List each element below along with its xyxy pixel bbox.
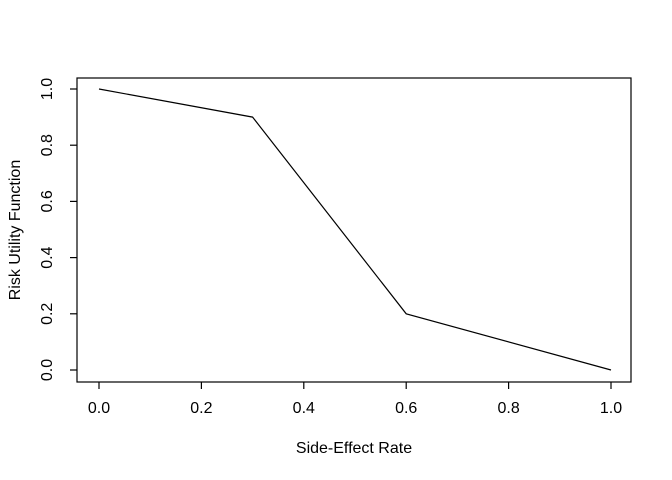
x-tick-label: 1.0 bbox=[600, 400, 622, 417]
x-tick-label: 0.6 bbox=[395, 400, 417, 417]
y-tick-label: 0.2 bbox=[39, 303, 56, 325]
plot-box bbox=[76, 77, 632, 383]
y-tick-label: 1.0 bbox=[39, 78, 56, 100]
data-line bbox=[98, 88, 612, 371]
y-axis-title: Risk Utility Function bbox=[7, 159, 24, 301]
x-tick-label: 0.2 bbox=[190, 400, 212, 417]
x-axis-title: Side-Effect Rate bbox=[295, 440, 413, 457]
x-tick-label: 0.4 bbox=[293, 400, 315, 417]
y-tick-label: 0.4 bbox=[39, 246, 56, 268]
y-tick-label: 0.6 bbox=[39, 190, 56, 212]
x-tick-label: 0.0 bbox=[88, 400, 110, 417]
y-tick-label: 0.8 bbox=[39, 134, 56, 156]
x-tick-label: 0.8 bbox=[497, 400, 519, 417]
y-tick-label: 0.0 bbox=[39, 359, 56, 381]
